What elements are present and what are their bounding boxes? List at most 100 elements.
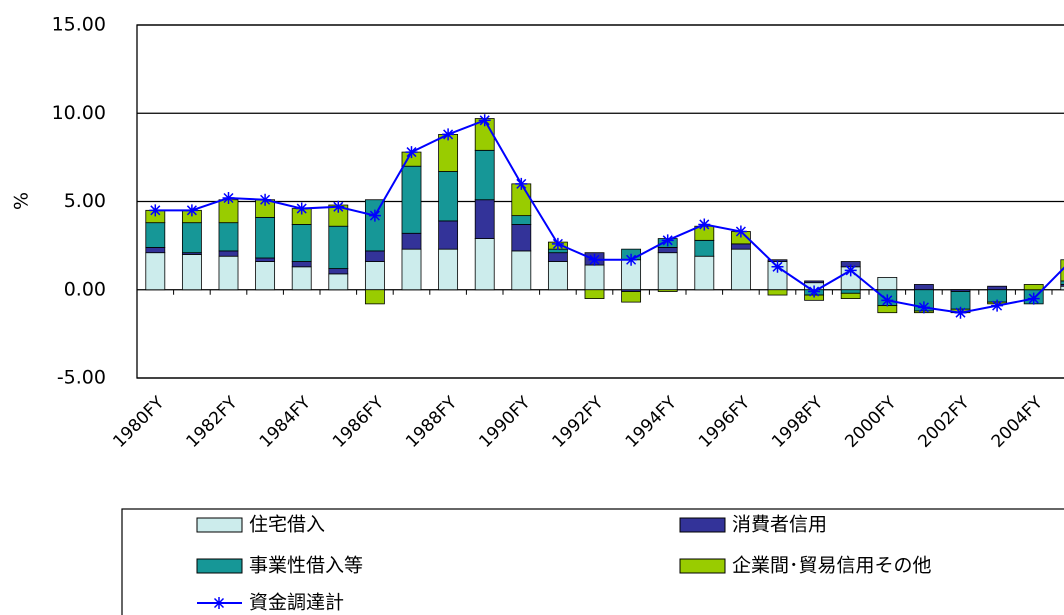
- line-marker: [698, 218, 711, 231]
- line-marker: [808, 285, 821, 298]
- y-tick-label: -5.00: [57, 367, 106, 389]
- bar: [181, 222, 202, 254]
- bar: [364, 199, 385, 252]
- line-marker: [588, 253, 601, 266]
- bar: [364, 250, 385, 262]
- bar: [438, 171, 459, 222]
- bar: [1060, 280, 1064, 285]
- bar: [181, 254, 202, 291]
- bar: [950, 291, 971, 310]
- bar: [218, 255, 239, 291]
- bar: [511, 250, 532, 291]
- line-marker: [185, 204, 198, 217]
- bar: [255, 261, 276, 291]
- bar: [291, 266, 312, 291]
- bar: [291, 224, 312, 262]
- bar: [840, 289, 861, 294]
- legend-swatch: [196, 517, 243, 533]
- line-marker: [734, 225, 747, 238]
- bar: [474, 238, 495, 291]
- x-tick-label: 1992FY: [549, 393, 608, 452]
- line-marker: [954, 306, 967, 319]
- bar: [657, 246, 678, 254]
- bar: [804, 280, 825, 284]
- bar: [511, 224, 532, 252]
- x-tick-label: 1984FY: [256, 393, 315, 452]
- y-tick-label: 15.00: [52, 14, 106, 36]
- x-tick-label: 1996FY: [695, 393, 754, 452]
- bar: [328, 273, 349, 291]
- bar: [547, 261, 568, 291]
- bar: [438, 220, 459, 250]
- bar: [511, 215, 532, 225]
- y-tick-label: 0.00: [64, 278, 106, 300]
- legend-swatch: [679, 517, 726, 533]
- legend-label: 住宅借入: [249, 514, 325, 536]
- bar: [730, 248, 751, 291]
- bar: [657, 289, 678, 292]
- x-tick-label: 1998FY: [768, 393, 827, 452]
- line-marker: [991, 299, 1004, 312]
- legend-label: 事業性借入等: [249, 555, 363, 577]
- line-marker: [149, 204, 162, 217]
- bar: [913, 284, 934, 291]
- bar: [694, 239, 715, 257]
- y-tick-label: 5.00: [64, 190, 106, 212]
- line-marker: [478, 114, 491, 127]
- line-marker: [259, 193, 272, 206]
- legend-swatch: [196, 558, 243, 574]
- line-marker: [625, 253, 638, 266]
- bar: [987, 285, 1008, 291]
- line-marker: [332, 200, 345, 213]
- bar: [145, 246, 166, 254]
- x-tick-label: 2004FY: [988, 393, 1047, 452]
- bar: [621, 291, 642, 303]
- x-tick-label: 1980FY: [109, 393, 168, 452]
- line-marker: [295, 202, 308, 215]
- bar: [218, 222, 239, 252]
- line-marker: [442, 128, 455, 141]
- legend-label: 企業間･貿易信用その他: [732, 555, 932, 577]
- legend-label: 消費者信用: [732, 514, 827, 536]
- bar: [401, 232, 422, 250]
- bar: [328, 268, 349, 275]
- legend-box: [121, 508, 1064, 615]
- legend-swatch: [679, 558, 726, 574]
- bar: [328, 225, 349, 269]
- bar: [1060, 285, 1064, 291]
- bar: [255, 216, 276, 259]
- bar: [840, 292, 861, 299]
- bar: [291, 261, 312, 268]
- plot-border: [136, 24, 1064, 379]
- bar: [1060, 284, 1064, 287]
- bar: [401, 248, 422, 291]
- bar: [694, 255, 715, 291]
- x-tick-label: 2000FY: [841, 393, 900, 452]
- bar: [547, 252, 568, 262]
- bar: [255, 257, 276, 262]
- bar: [1023, 284, 1044, 291]
- bar: [657, 252, 678, 291]
- x-tick-label: 2002FY: [915, 393, 974, 452]
- y-axis-label: %: [11, 192, 33, 210]
- bar: [474, 149, 495, 201]
- bar: [218, 250, 239, 257]
- line-marker: [222, 191, 235, 204]
- bar: [364, 261, 385, 291]
- bar: [474, 199, 495, 239]
- line-marker: [844, 264, 857, 277]
- x-tick-label: 1994FY: [622, 393, 681, 452]
- bar: [877, 276, 898, 291]
- bar: [145, 252, 166, 291]
- x-tick-label: 1982FY: [183, 393, 242, 452]
- y-tick-label: 10.00: [52, 102, 106, 124]
- x-tick-label: 1988FY: [402, 393, 461, 452]
- bar: [584, 289, 605, 299]
- line: [155, 119, 1064, 314]
- line-marker: [881, 294, 894, 307]
- bar: [767, 289, 788, 296]
- bar: [877, 305, 898, 314]
- x-tick-label: 1990FY: [475, 393, 534, 452]
- bar: [438, 248, 459, 291]
